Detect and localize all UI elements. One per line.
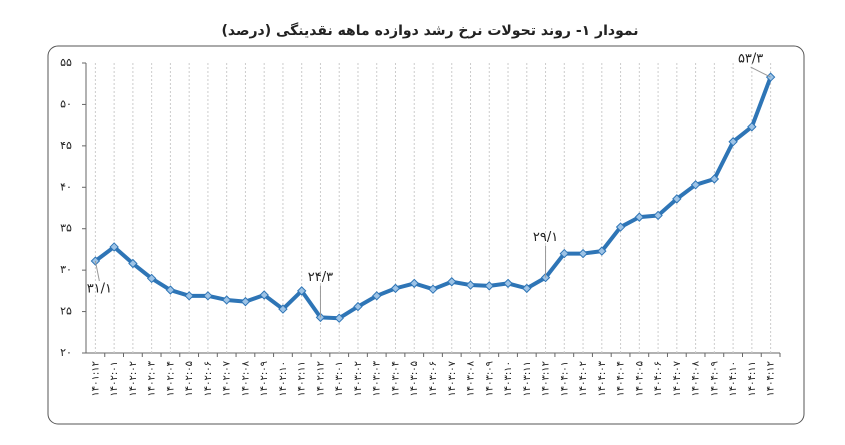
x-tick-label: ۱۴۰۲:۰۳ — [147, 360, 158, 396]
data-point — [334, 313, 344, 323]
chart-frame — [47, 45, 805, 425]
y-tick-label: ۴۵ — [60, 139, 72, 152]
x-tick-label: ۱۴۰۲:۰۸ — [240, 360, 251, 396]
data-point — [672, 194, 682, 204]
data-point — [653, 210, 663, 221]
data-point — [278, 304, 288, 314]
data-point — [709, 174, 720, 184]
x-tick-label: ۱۴۰۳:۱۰ — [503, 361, 514, 397]
data-point — [728, 137, 738, 147]
x-tick-label: ۱۴۰۲:۰۷ — [222, 360, 233, 396]
x-tick-label: ۱۴۰۴:۱۱ — [747, 361, 758, 397]
x-tick-label: ۱۴۰۳:۰۸ — [466, 360, 477, 396]
x-tick-label: ۱۴۰۲:۱۲ — [315, 361, 326, 397]
x-tick-label: ۱۴۰۲:۰۱ — [109, 361, 120, 397]
data-label: ۵۳/۳ — [738, 52, 763, 67]
data-point — [428, 284, 438, 294]
y-tick-label: ۲۵ — [60, 305, 72, 318]
data-point — [559, 248, 570, 259]
x-tick-label: ۱۴۰۴:۰۴ — [616, 361, 627, 397]
x-tick-label: ۱۴۰۳:۰۴ — [390, 361, 401, 397]
data-point — [615, 222, 626, 232]
data-line — [94, 76, 773, 321]
data-point — [447, 277, 457, 287]
x-tick-label: ۱۴۰۲:۰۹ — [259, 361, 270, 397]
x-tick-label: ۱۴۰۴:۰۱ — [559, 361, 570, 397]
data-point — [409, 278, 419, 289]
x-tick-label: ۱۴۰۲:۱۱ — [297, 361, 308, 397]
y-tick-label: ۵۰ — [60, 97, 72, 110]
x-tick-label: ۱۴۰۳:۰۷ — [447, 360, 458, 396]
data-label: ۳۱/۱ — [87, 282, 112, 297]
x-tick-label: ۱۴۰۲:۰۶ — [203, 361, 214, 397]
y-tick-label: ۴۰ — [60, 180, 72, 193]
data-point — [465, 280, 476, 290]
data-point — [484, 281, 494, 291]
chart-title: نمودار ۱- روند تحولات نرخ رشد دوازده ماه… — [221, 22, 638, 39]
data-label: ۲۹/۱ — [533, 230, 558, 245]
data-point — [597, 246, 607, 256]
x-tick-label: ۱۴۰۳:۱۲ — [541, 361, 552, 397]
data-point — [353, 301, 363, 312]
data-point — [259, 290, 269, 300]
x-tick-label: ۱۴۰۳:۰۹ — [484, 361, 495, 397]
x-tick-label: ۱۴۰۴:۰۳ — [597, 360, 608, 396]
x-tick-label: ۱۴۰۳:۰۱ — [334, 361, 345, 397]
x-tick-label: ۱۴۰۲:۰۲ — [128, 361, 139, 397]
x-tick-label: ۱۴۰۲:۱۰ — [278, 361, 289, 397]
leader-line — [750, 66, 771, 78]
x-tick-label: ۱۴۰۴:۰۲ — [578, 361, 589, 397]
data-point — [184, 291, 194, 301]
x-tick-label: ۱۴۰۱:۱۲ — [90, 361, 101, 397]
data-point — [690, 180, 701, 190]
x-tick-label: ۱۴۰۴:۱۲ — [766, 361, 777, 397]
data-point — [747, 122, 757, 132]
data-point — [165, 285, 176, 295]
x-tick-label: ۱۴۰۳:۰۳ — [372, 360, 383, 396]
data-point — [634, 212, 645, 222]
y-tick-label: ۳۰ — [60, 263, 72, 276]
data-point — [522, 283, 532, 294]
x-tick-label: ۱۴۰۲:۰۵ — [184, 361, 195, 397]
x-tick-label: ۱۴۰۳:۰۲ — [353, 361, 364, 397]
data-point — [372, 291, 382, 301]
data-label: ۲۴/۳ — [308, 270, 333, 285]
data-point — [578, 248, 588, 259]
x-tick-label: ۱۴۰۳:۱۱ — [522, 361, 533, 397]
x-tick-label: ۱۴۰۴:۰۶ — [653, 361, 664, 397]
x-tick-label: ۱۴۰۴:۱۰ — [728, 361, 739, 397]
x-tick-label: ۱۴۰۳:۰۶ — [428, 361, 439, 397]
data-point — [146, 273, 157, 284]
data-point — [203, 291, 213, 301]
x-tick-label: ۱۴۰۴:۰۷ — [672, 360, 683, 396]
x-tick-label: ۱۴۰۴:۰۸ — [691, 360, 702, 396]
data-point — [296, 286, 307, 296]
leader-line — [94, 260, 100, 282]
x-tick-label: ۱۴۰۴:۰۵ — [634, 361, 645, 397]
data-point — [240, 296, 251, 307]
data-point — [221, 295, 232, 305]
y-tick-label: ۵۵ — [60, 56, 72, 69]
y-tick-label: ۲۰ — [60, 346, 72, 359]
y-tick-label: ۳۵ — [60, 222, 72, 235]
x-tick-label: ۱۴۰۲:۰۴ — [165, 361, 176, 397]
data-point — [109, 242, 119, 252]
data-point — [390, 283, 401, 294]
data-point — [503, 278, 513, 289]
data-point — [128, 258, 138, 269]
x-tick-label: ۱۴۰۴:۰۹ — [709, 361, 720, 397]
x-tick-label: ۱۴۰۳:۰۵ — [409, 361, 420, 397]
